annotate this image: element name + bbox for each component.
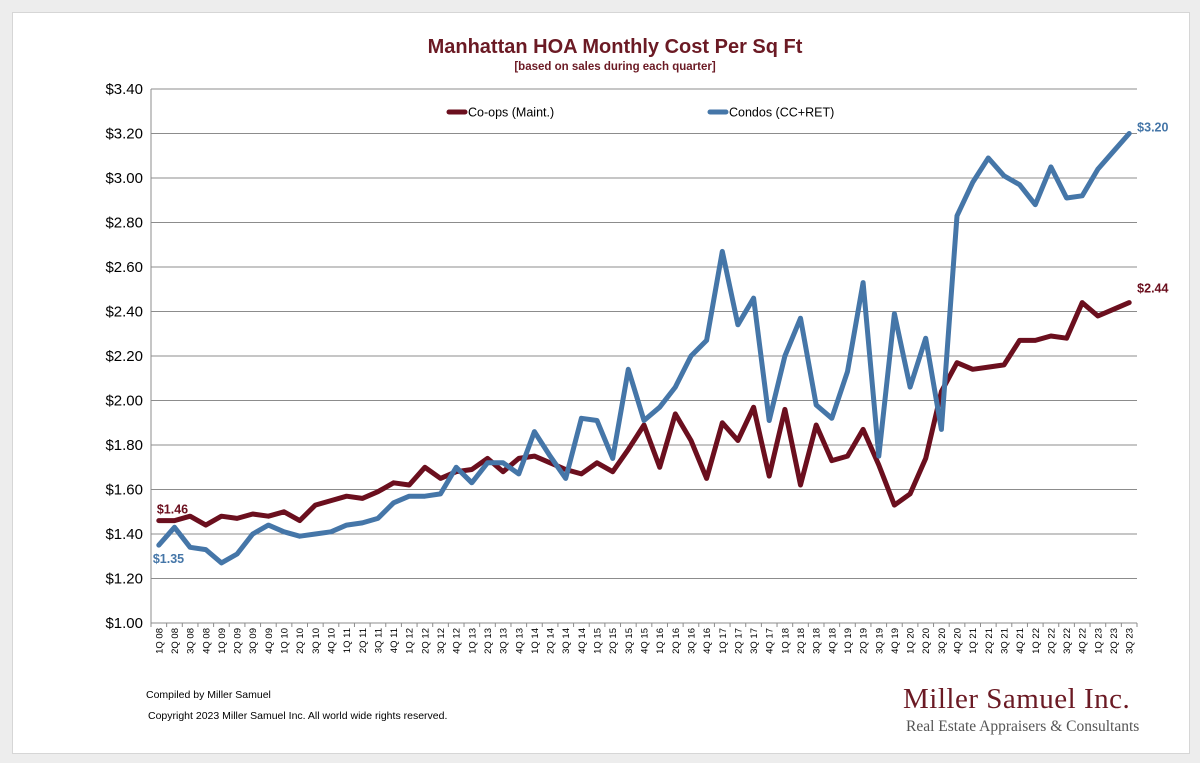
y-tick-label: $1.00: [105, 615, 143, 632]
chart-title: Manhattan HOA Monthly Cost Per Sq Ft: [428, 36, 803, 58]
x-tick-label: 4Q 08: [201, 628, 212, 654]
y-tick-label: $2.60: [105, 259, 143, 276]
x-tick-label: 2Q 08: [170, 628, 181, 654]
x-tick-label: 3Q 09: [248, 628, 259, 654]
y-tick-label: $1.20: [105, 571, 143, 588]
coops-first-label: $1.46: [157, 503, 188, 517]
x-tick-label: 3Q 17: [749, 628, 760, 654]
x-tick-label: 4Q 10: [326, 628, 337, 654]
x-tick-label: 4Q 11: [389, 628, 400, 653]
y-tick-label: $3.00: [105, 170, 143, 187]
legend-label-condos: Condos (CC+RET): [729, 106, 834, 120]
chart-canvas: Manhattan HOA Monthly Cost Per Sq Ft [ba…: [105, 36, 1169, 654]
x-tick-label: 3Q 14: [561, 628, 572, 654]
axes: $1.00 $1.20 $1.40 $1.60 $1.80 $2.00 $2.20 $2.40…: [105, 81, 1138, 654]
x-tick-label: 3Q 12: [436, 628, 447, 654]
x-tick-label: 3Q 15: [624, 628, 635, 654]
legend-label-coops: Co-ops (Maint.): [468, 106, 554, 120]
x-tick-label: 4Q 16: [702, 628, 713, 654]
x-tick-label: 3Q 10: [311, 628, 322, 654]
x-tick-label: 2Q 09: [233, 628, 244, 654]
x-tick-label: 2Q 23: [1109, 628, 1120, 654]
y-tick-label: $1.60: [105, 482, 143, 499]
grid-lines: [151, 88, 1137, 624]
x-tick-label: 1Q 23: [1093, 628, 1104, 654]
data-labels: $1.46 $1.35 $2.44 $3.20: [153, 121, 1169, 567]
y-tick-label: $2.80: [105, 215, 143, 232]
x-tick-label: 2Q 14: [546, 628, 557, 654]
x-tick-label: 1Q 15: [593, 628, 604, 654]
company-logo-name: Miller Samuel Inc.: [903, 683, 1131, 715]
y-tick-label: $3.40: [105, 81, 143, 98]
series-line-condos: [156, 131, 1132, 566]
x-tick-label: 3Q 19: [874, 628, 885, 654]
x-tick-label: 3Q 23: [1125, 628, 1136, 654]
x-tick-label: 4Q 22: [1078, 628, 1089, 654]
x-tick-label: 2Q 12: [420, 628, 431, 654]
copyright-note: Copyright 2023 Miller Samuel Inc. All wo…: [148, 710, 448, 722]
series-lines: [156, 131, 1132, 566]
x-tick-label: 2Q 10: [295, 628, 306, 654]
x-tick-label: 1Q 18: [780, 628, 791, 654]
x-tick-label: 2Q 21: [984, 628, 995, 654]
x-tick-label: 1Q 13: [467, 628, 478, 654]
x-tick-label: 4Q 20: [953, 628, 964, 654]
x-tick-label: 1Q 11: [342, 628, 353, 653]
company-logo-tagline: Real Estate Appraisers & Consultants: [906, 718, 1140, 735]
x-tick-label: 1Q 19: [843, 628, 854, 654]
x-tick-label: 3Q 13: [499, 628, 510, 654]
x-tick-label: 4Q 18: [827, 628, 838, 654]
coops-last-label: $2.44: [1137, 282, 1168, 296]
x-tick-label: 2Q 15: [608, 628, 619, 654]
y-tick-label: $2.00: [105, 393, 143, 410]
compiled-by-note: Compiled by Miller Samuel: [146, 689, 271, 701]
x-tick-label: 4Q 21: [1015, 628, 1026, 654]
x-tick-label: 2Q 11: [358, 628, 369, 653]
chart-card: Manhattan HOA Monthly Cost Per Sq Ft [ba…: [12, 12, 1190, 754]
y-tick-label: $3.20: [105, 126, 143, 143]
x-tick-label: 3Q 08: [186, 628, 197, 654]
y-tick-label: $2.40: [105, 304, 143, 321]
x-tick-label: 2Q 16: [671, 628, 682, 654]
x-tick-label: 4Q 14: [577, 628, 588, 654]
x-tick-label: 2Q 18: [796, 628, 807, 654]
x-tick-label: 2Q 17: [733, 628, 744, 654]
x-tick-label: 1Q 10: [280, 628, 291, 654]
x-tick-label: 3Q 20: [937, 628, 948, 654]
x-tick-label: 2Q 20: [921, 628, 932, 654]
x-tick-label: 4Q 12: [452, 628, 463, 654]
series-line-coops: [156, 300, 1132, 528]
x-tick-label: 1Q 14: [530, 628, 541, 654]
condos-first-label: $1.35: [153, 552, 184, 566]
x-tick-label: 1Q 22: [1031, 628, 1042, 654]
x-tick-label: 1Q 16: [655, 628, 666, 654]
x-tick-label: 1Q 21: [968, 628, 979, 654]
condos-last-label: $3.20: [1137, 121, 1168, 135]
y-tick-label: $2.20: [105, 348, 143, 365]
x-tick-label: 1Q 08: [154, 628, 165, 654]
x-tick-label: 4Q 09: [264, 628, 275, 654]
x-tick-label: 4Q 19: [890, 628, 901, 654]
x-tick-label: 4Q 17: [765, 628, 776, 654]
y-tick-label: $1.40: [105, 526, 143, 543]
y-tick-label: $1.80: [105, 437, 143, 454]
x-tick-label: 2Q 19: [859, 628, 870, 654]
legend: Co-ops (Maint.) Condos (CC+RET): [446, 106, 834, 120]
x-tick-label: 4Q 15: [640, 628, 651, 654]
x-tick-label: 3Q 11: [373, 628, 384, 653]
x-tick-label: 4Q 13: [514, 628, 525, 654]
x-tick-label: 3Q 22: [1062, 628, 1073, 654]
chart-subtitle: [based on sales during each quarter]: [514, 61, 715, 73]
x-tick-label: 1Q 09: [217, 628, 228, 654]
x-tick-label: 2Q 13: [483, 628, 494, 654]
x-tick-label: 3Q 18: [812, 628, 823, 654]
x-tick-label: 2Q 22: [1046, 628, 1057, 654]
x-tick-label: 1Q 17: [718, 628, 729, 654]
x-tick-label: 1Q 20: [906, 628, 917, 654]
x-tick-label: 3Q 16: [686, 628, 697, 654]
x-tick-label: 3Q 21: [999, 628, 1010, 654]
x-tick-label: 1Q 12: [405, 628, 416, 654]
